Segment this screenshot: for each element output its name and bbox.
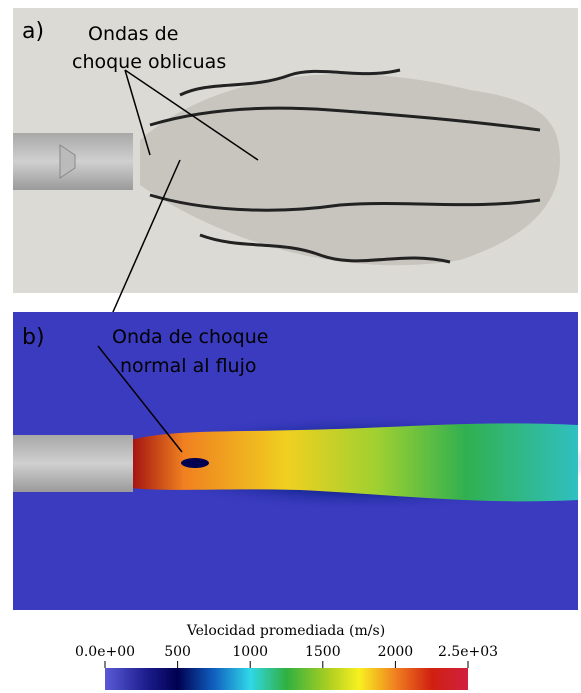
colorbar-title: Velocidad promediada (m/s) [186, 623, 385, 639]
tick-label: 1000 [232, 644, 268, 660]
annotation: Ondas de [88, 23, 178, 45]
colorbar-gradient [105, 668, 468, 690]
mach-disk [181, 458, 209, 468]
tick-label: 0.0e+00 [75, 644, 135, 660]
figure: a) Ondas de choque oblicuas b) Onda de c… [0, 0, 581, 693]
nozzle-body [13, 435, 133, 492]
tick-label: 2000 [378, 644, 414, 660]
panel-b: b) Onda de choque normal al flujo [13, 312, 581, 610]
panel-label: a) [22, 19, 44, 44]
tick-label: 2.5e+03 [438, 644, 498, 660]
annotation: choque oblicuas [72, 51, 226, 73]
annotation: normal al flujo [120, 355, 257, 377]
annotation: Onda de choque [112, 326, 268, 348]
panel-a: a) Ondas de choque oblicuas [13, 8, 578, 346]
tick-label: 1500 [305, 644, 341, 660]
tick-label: 500 [164, 644, 191, 660]
panel-label: b) [22, 325, 45, 350]
colorbar: Velocidad promediada (m/s) 0.0e+00 500 100… [75, 623, 498, 690]
